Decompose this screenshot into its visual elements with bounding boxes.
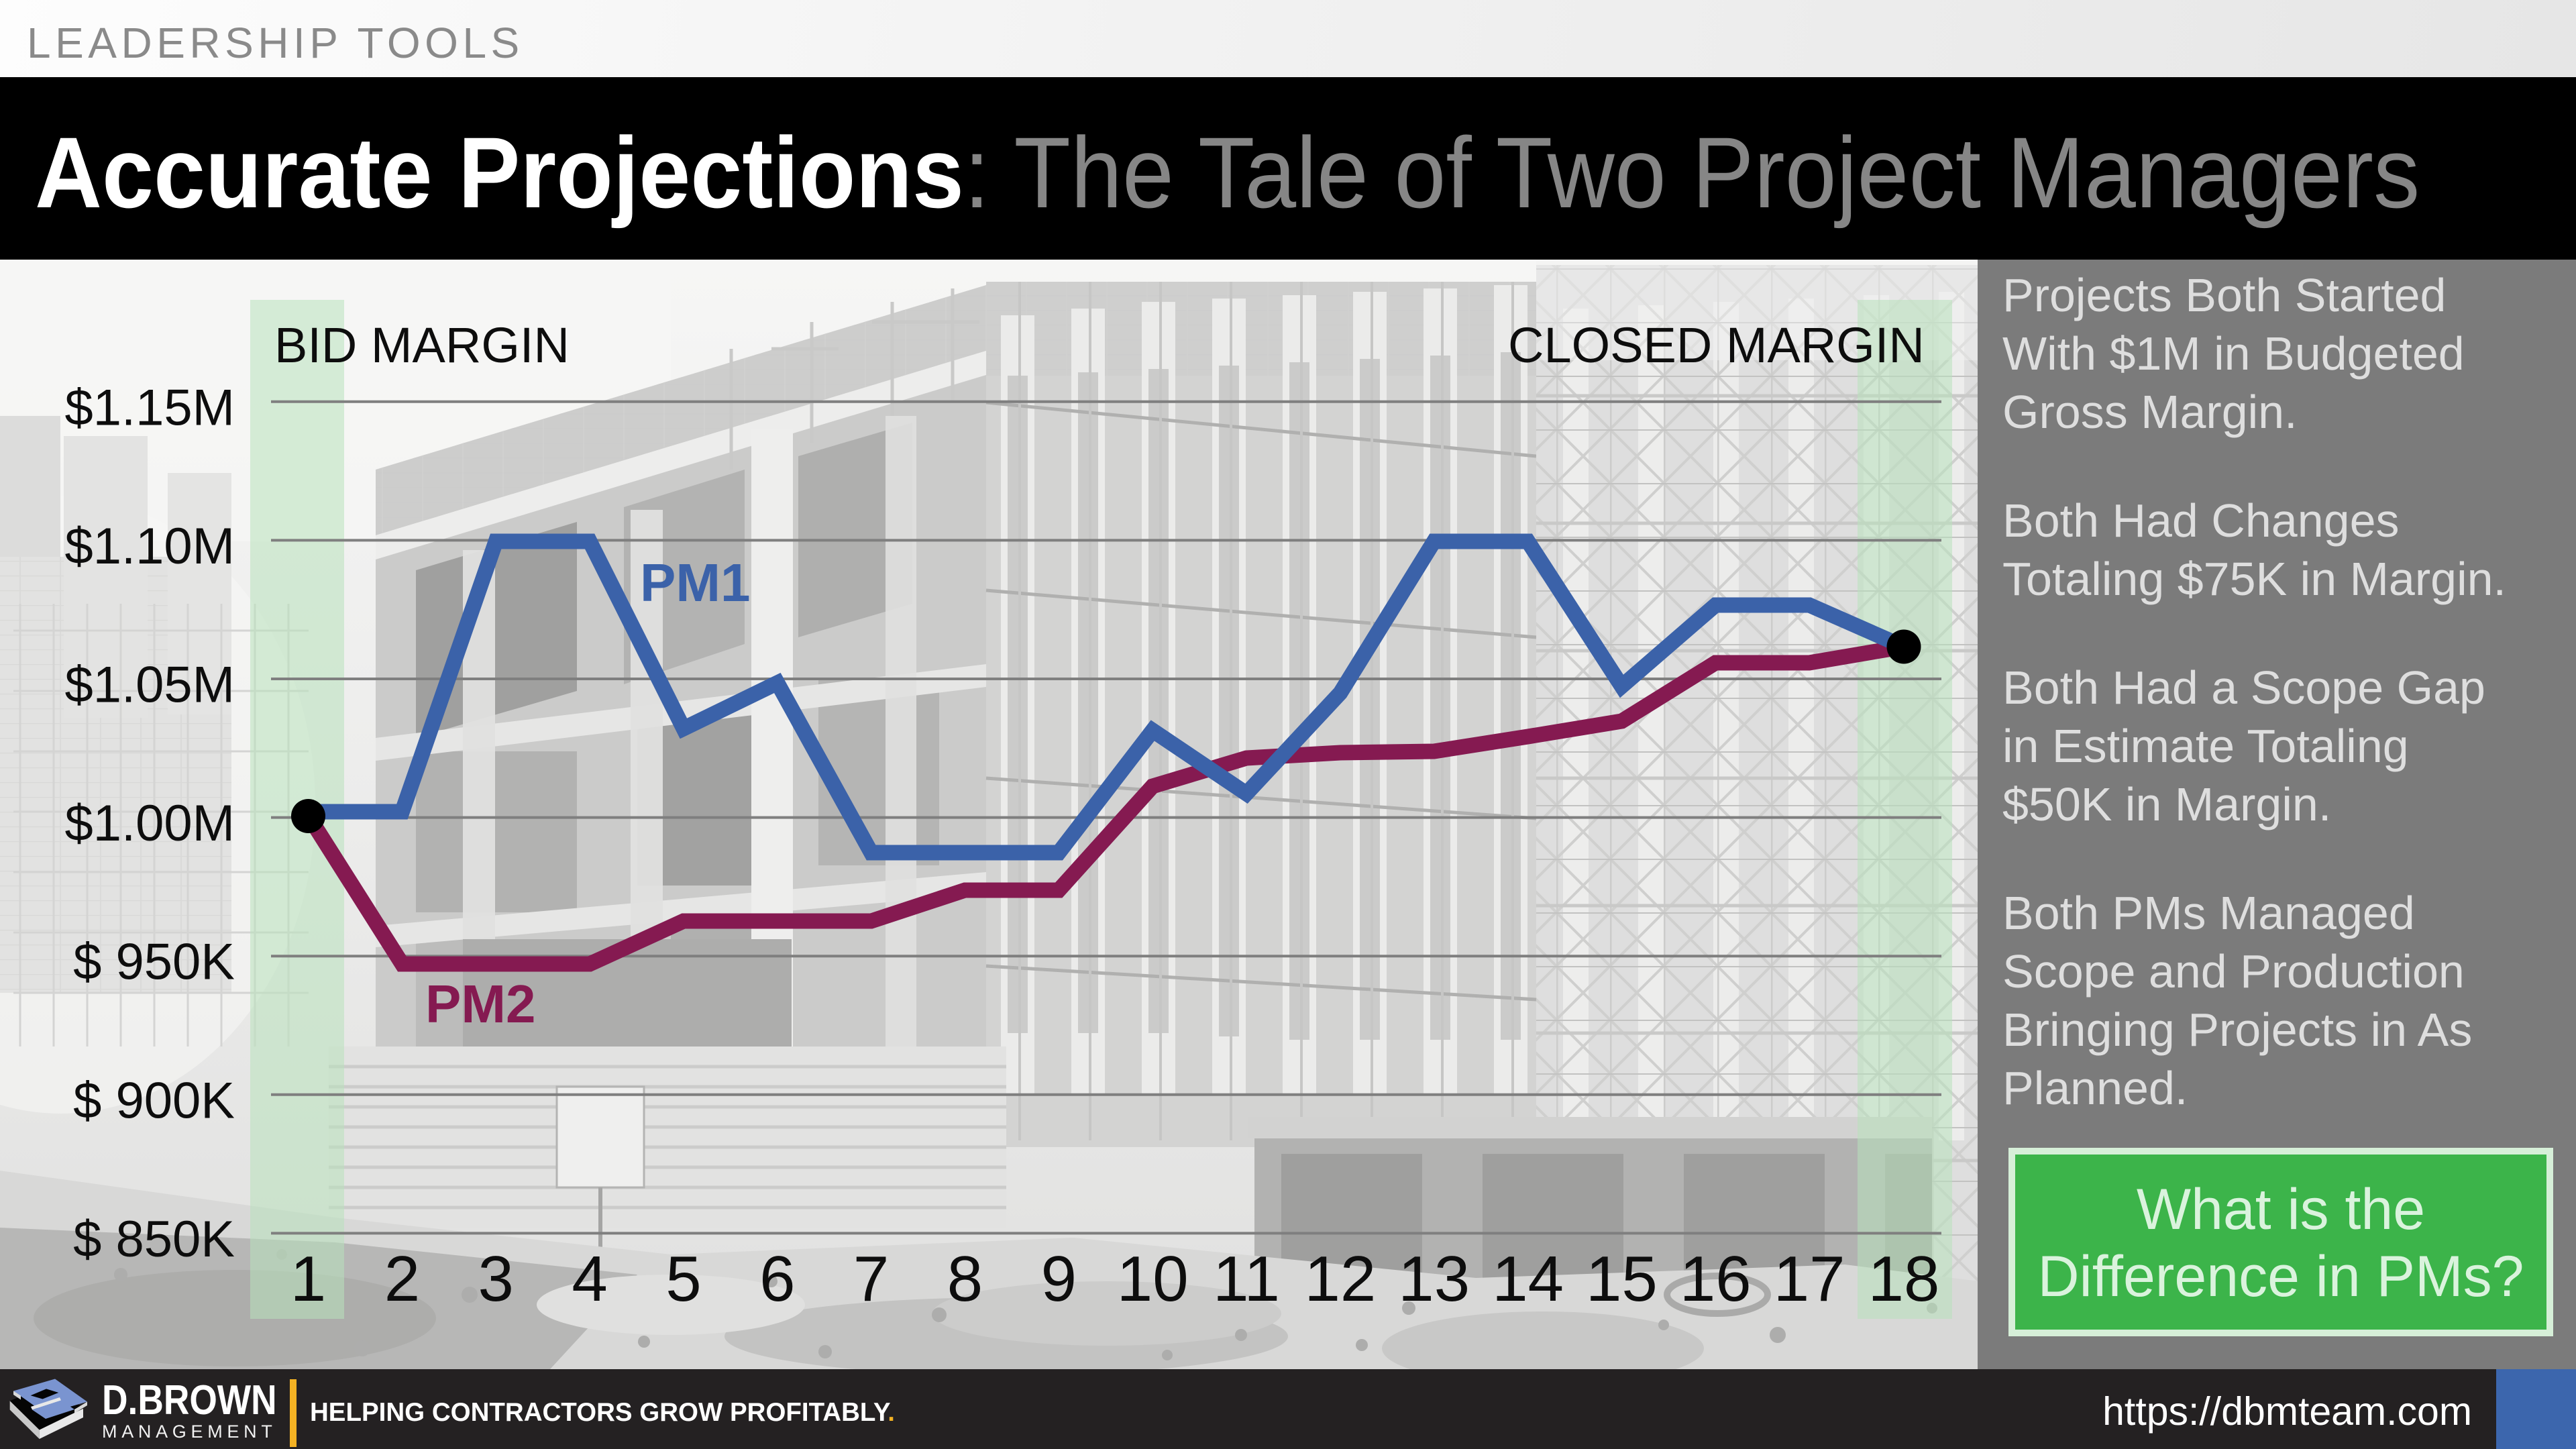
- svg-text:5: 5: [665, 1243, 701, 1315]
- svg-text:6: 6: [759, 1243, 795, 1315]
- svg-text:$ 900K: $ 900K: [73, 1072, 235, 1129]
- svg-text:CLOSED MARGIN: CLOSED MARGIN: [1508, 317, 1925, 373]
- svg-text:18: 18: [1868, 1243, 1940, 1315]
- svg-text:17: 17: [1774, 1243, 1845, 1315]
- svg-text:3: 3: [478, 1243, 514, 1315]
- svg-text:16: 16: [1680, 1243, 1752, 1315]
- svg-text:$ 950K: $ 950K: [73, 934, 235, 991]
- svg-text:$1.10M: $1.10M: [65, 518, 235, 575]
- svg-text:BID MARGIN: BID MARGIN: [274, 317, 570, 373]
- svg-text:10: 10: [1117, 1243, 1189, 1315]
- svg-text:$1.00M: $1.00M: [65, 795, 235, 852]
- svg-text:8: 8: [947, 1243, 983, 1315]
- svg-text:7: 7: [853, 1243, 889, 1315]
- svg-text:1: 1: [290, 1243, 326, 1315]
- svg-text:$1.05M: $1.05M: [65, 657, 235, 714]
- svg-text:14: 14: [1492, 1243, 1564, 1315]
- svg-text:12: 12: [1305, 1243, 1377, 1315]
- svg-text:PM2: PM2: [425, 974, 536, 1034]
- svg-text:2: 2: [384, 1243, 420, 1315]
- svg-text:13: 13: [1398, 1243, 1470, 1315]
- svg-text:4: 4: [572, 1243, 607, 1315]
- svg-text:PM1: PM1: [640, 553, 751, 612]
- svg-text:15: 15: [1586, 1243, 1658, 1315]
- svg-text:$1.15M: $1.15M: [65, 379, 235, 436]
- svg-text:$ 850K: $ 850K: [73, 1211, 235, 1268]
- svg-text:11: 11: [1213, 1243, 1280, 1315]
- svg-text:9: 9: [1041, 1243, 1077, 1315]
